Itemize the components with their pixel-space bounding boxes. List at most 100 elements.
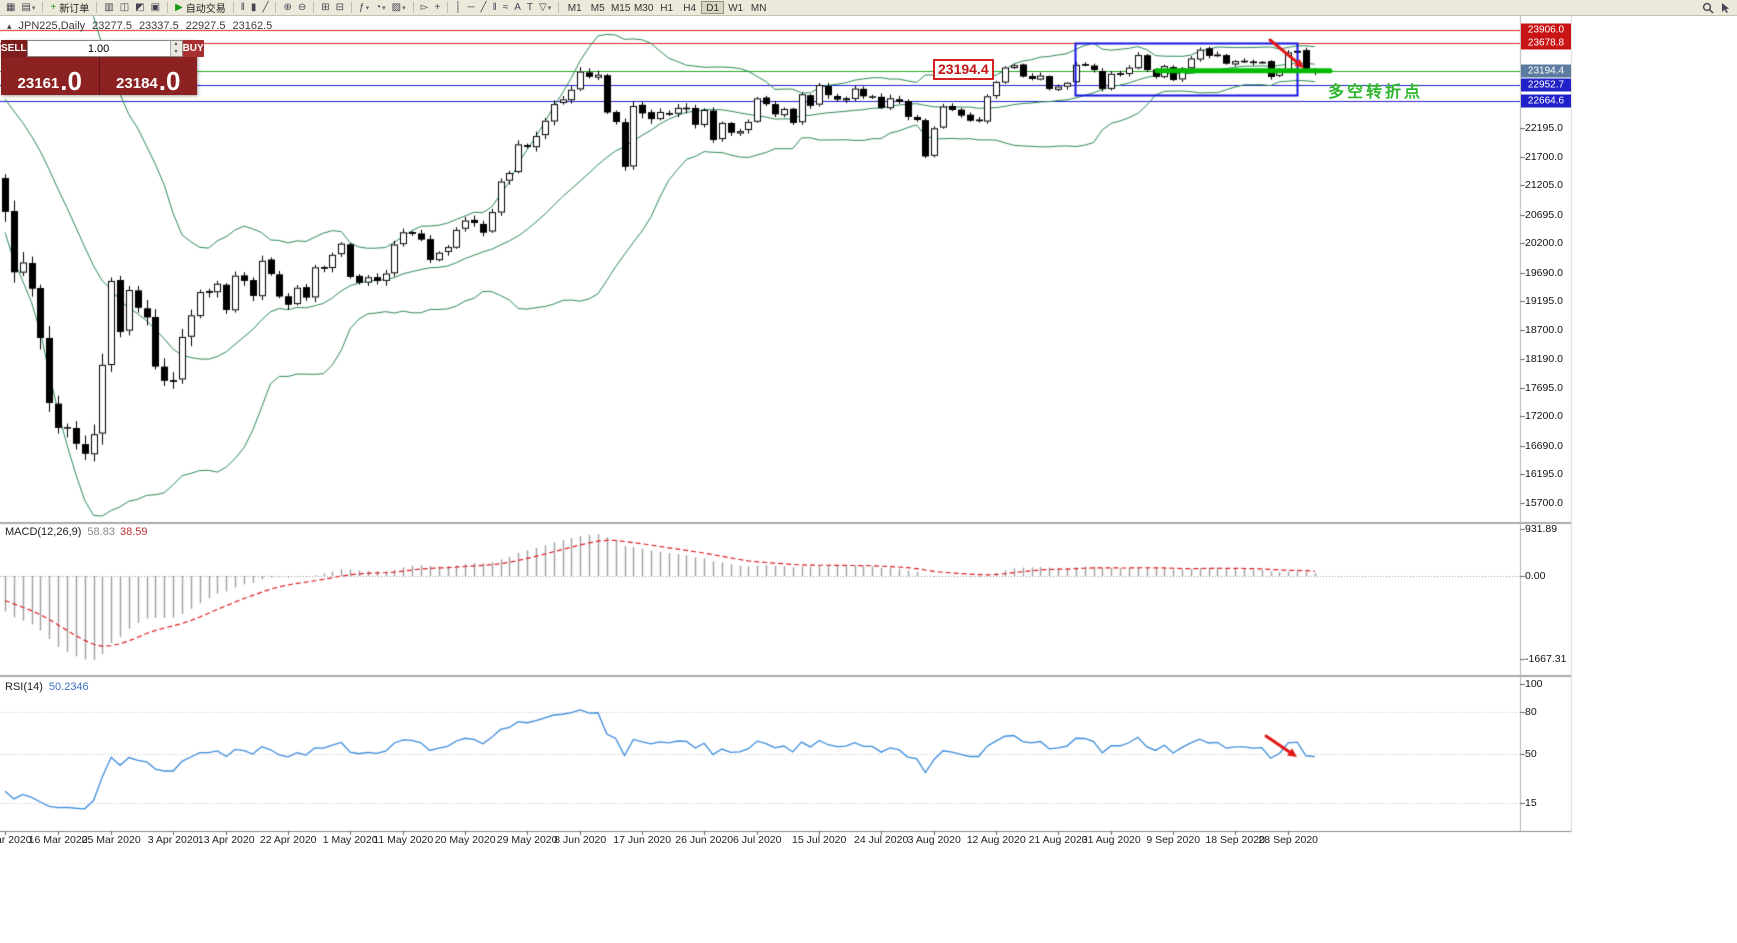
terminal-icon: ▣: [150, 1, 161, 13]
fibonacci-icon[interactable]: ≈: [500, 1, 512, 15]
shapes-icon[interactable]: ▽ ▾: [536, 1, 554, 15]
symbol-marker-icon: ▴: [7, 20, 12, 31]
dropdown-caret-icon: ▾: [365, 4, 370, 12]
price-axis-label: 17200.0: [1525, 410, 1563, 423]
date-axis-label: 15 Jul 2020: [792, 834, 847, 846]
date-axis-label: 1 May 2020: [322, 834, 378, 846]
new-chart-icon[interactable]: ▦: [3, 1, 18, 15]
line-chart-icon: ╱: [262, 1, 269, 13]
ohlc-open: 23277.5: [92, 20, 132, 32]
zoom-in-icon[interactable]: ⊕: [280, 1, 294, 15]
annotation-note: 多空转折点: [1328, 84, 1424, 101]
chart-profiles-icon[interactable]: ▤ ▾: [18, 1, 38, 15]
buy-price: 23184: [116, 74, 158, 92]
indicators-icon: ƒ: [359, 1, 365, 13]
data-window-icon[interactable]: ◫: [117, 1, 132, 15]
toolbar-separator: [275, 2, 277, 13]
dropdown-caret-icon: ▾: [382, 4, 386, 12]
tf-m1-button[interactable]: M1: [567, 3, 582, 14]
date-axis-label: 13 Apr 2020: [197, 834, 255, 846]
indicators-icon[interactable]: ƒ ▾: [356, 1, 372, 15]
vertical-line-icon[interactable]: │: [452, 1, 464, 15]
terminal-icon[interactable]: ▣: [148, 1, 163, 15]
candlestick-chart-icon[interactable]: ▮: [248, 1, 260, 15]
trendline-icon[interactable]: ╱: [478, 1, 490, 15]
tf-d1-button[interactable]: D1: [701, 1, 725, 14]
horizontal-line-icon[interactable]: ─: [464, 1, 477, 15]
zoom-out-icon: ⊖: [297, 1, 307, 13]
date-axis-label: 9 Sep 2020: [1146, 834, 1201, 846]
tf-h4-button[interactable]: H4: [683, 3, 697, 14]
tf-m5-button[interactable]: M5: [590, 3, 605, 14]
price-axis-label: 19690.0: [1525, 266, 1563, 279]
toolbar-separator: [96, 2, 98, 13]
tile-windows-icon[interactable]: ⊞: [318, 1, 332, 15]
tf-m30-button[interactable]: M30: [633, 3, 654, 14]
horizontal-line-icon: ─: [467, 1, 475, 13]
fibonacci-icon: ≈: [502, 1, 509, 13]
new-chart-icon: ▦: [6, 1, 16, 13]
toolbar-separator: [42, 2, 44, 13]
rsi-name: RSI(14): [5, 681, 43, 693]
toolbar-separator: [447, 2, 449, 13]
autotrade-button[interactable]: ▶ 自动交易: [172, 1, 229, 16]
date-axis-label: 6 Jul 2020: [733, 834, 782, 846]
line-chart-icon[interactable]: ╱: [259, 1, 271, 15]
date-axis-label: 18 Sep 2020: [1205, 834, 1265, 846]
toolbar: ▦ ▤ ▾ + 新订单 ▥ ◫ ◩ ▣ ▶ 自动交易 ‖ ▮ ╱ ⊕ ⊖ ⊞ ⊟ ƒ ▾ ◔ ▾ ▨ ▾ ▻ + │ ─ ╱ ‖ ≈ A T ▽ ▾…: [0, 0, 1737, 16]
tile-windows-icon: ⊞: [321, 1, 330, 13]
price-axis-label: 21700.0: [1525, 150, 1563, 163]
navigator-icon[interactable]: ◩: [132, 1, 147, 15]
market-watch-icon[interactable]: ▥: [101, 1, 116, 15]
text-icon[interactable]: A: [511, 1, 524, 15]
price-axis-label: 18700.0: [1525, 323, 1563, 336]
buy-price-button[interactable]: 23184 .0: [98, 57, 197, 95]
toolbar-separator: [313, 2, 315, 13]
date-axis-label: 28 Sep 2020: [1258, 834, 1319, 846]
date-axis-label: 31 Aug 2020: [1081, 834, 1141, 846]
sell-header-label: SELL: [1, 40, 27, 57]
zoom-out-icon[interactable]: ⊖: [295, 1, 309, 15]
text-label-icon[interactable]: T: [524, 1, 536, 15]
cursor-icon[interactable]: ▻: [418, 1, 432, 15]
date-axis-label: 24 Jul 2020: [853, 834, 909, 846]
sell-price-button[interactable]: 23161 .0: [1, 57, 99, 95]
search-icon: [1702, 2, 1714, 14]
bar-chart-icon[interactable]: ‖: [238, 1, 248, 15]
volume-decrease-button[interactable]: ▾: [170, 48, 182, 56]
chart-ohlc-header: ▴ JPN225,Daily 23277.5 23337.5 22927.5 2…: [7, 20, 272, 32]
pointer-button[interactable]: [1717, 1, 1734, 15]
ohlc-high: 23337.5: [138, 20, 179, 32]
rsi-value: 50.2346: [48, 681, 89, 693]
macd-name: MACD(12,26,9): [5, 526, 82, 538]
cascade-windows-icon[interactable]: ⊟: [333, 1, 347, 15]
tf-h1-button[interactable]: H1: [660, 3, 674, 14]
channel-icon[interactable]: ‖: [490, 1, 500, 15]
sell-price-frac: .0: [60, 65, 82, 96]
crosshair-icon[interactable]: +: [431, 1, 443, 15]
new-order-button[interactable]: + 新订单: [47, 1, 92, 16]
price-axis-tag: 23194.4: [1521, 64, 1571, 78]
tf-w1-button[interactable]: W1: [728, 3, 744, 14]
volume-increase-button[interactable]: ▴: [170, 41, 182, 49]
periods-icon[interactable]: ◔ ▾: [372, 1, 389, 15]
text-label-icon: T: [526, 1, 533, 13]
templates-icon[interactable]: ▨ ▾: [389, 1, 409, 15]
candlestick-chart-icon: ▮: [250, 1, 257, 13]
volume-input[interactable]: [27, 41, 170, 56]
dropdown-caret-icon: ▾: [402, 4, 406, 12]
market-watch-icon: ▥: [104, 1, 114, 13]
macd-axis-label: 931.89: [1525, 523, 1558, 536]
price-axis-label: 16195.0: [1525, 468, 1563, 481]
tf-mn-button[interactable]: MN: [750, 3, 767, 14]
tf-m15-button[interactable]: M15: [610, 3, 631, 14]
volume-box: ▴ ▾: [26, 40, 183, 57]
rsi-indicator-label: RSI(14) 50.2346: [5, 681, 89, 693]
dropdown-caret-icon: ▾: [31, 4, 36, 12]
date-axis-label: 17 Jun 2020: [613, 834, 672, 846]
templates-icon: ▨: [391, 1, 402, 13]
search-button[interactable]: [1699, 1, 1717, 15]
periods-icon: ◔: [375, 1, 382, 13]
date-axis-label: 26 Jun 2020: [675, 834, 734, 846]
